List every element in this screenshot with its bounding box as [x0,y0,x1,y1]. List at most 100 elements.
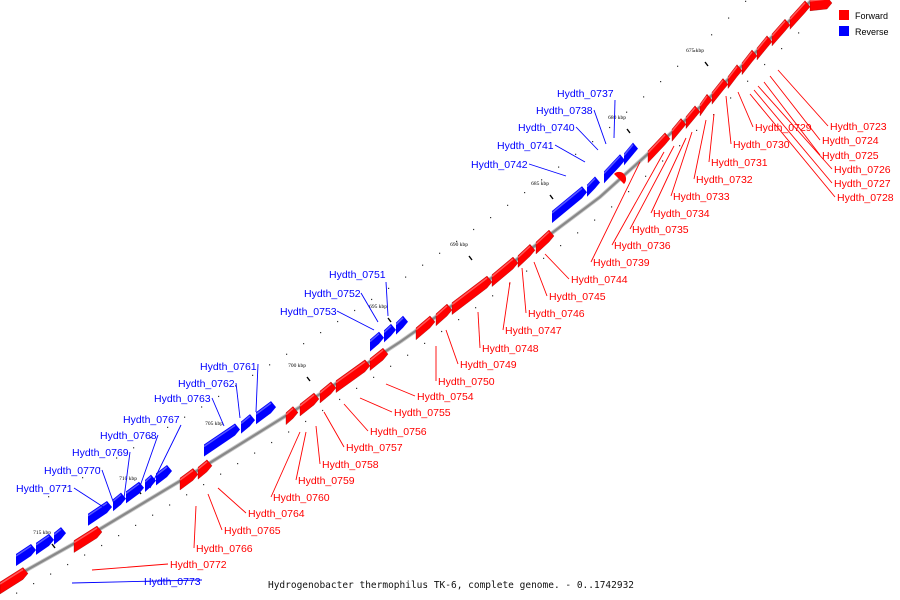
leader-line [73,487,109,511]
minor-tick [524,192,526,194]
leader-line [593,109,607,145]
forward-gene-shine [711,79,724,95]
gene-label: Hydth_0760 [273,492,330,504]
leader-line [137,434,159,493]
forward-gene [614,171,627,184]
minor-tick [577,232,579,234]
tick-label: 690 kbp [450,242,468,248]
minor-tick [526,270,528,272]
minor-tick [305,420,307,423]
forward-gene [319,381,337,404]
leader-line [101,469,115,505]
minor-tick [694,50,696,52]
gene-label: Hydth_0747 [505,325,562,337]
leader-line [149,424,182,489]
gene-label: Hydth_0730 [733,139,790,151]
forward-gene-shine [685,107,696,120]
minor-tick [152,514,154,516]
tick-mark [468,255,473,261]
forward-gene-shine [299,394,315,407]
gene-label: Hydth_0731 [711,157,768,169]
reverse-gene-shine [112,494,122,502]
reverse-gene [624,142,638,166]
forward-gene-shine [319,383,332,394]
leader-line [575,126,599,151]
minor-tick [388,287,390,289]
reverse-gene-shine [87,502,108,517]
tick-mark [704,61,709,67]
reverse-gene [36,533,54,555]
reverse-gene [587,176,600,197]
legend-forward-swatch [839,10,849,20]
leader-line [323,411,345,448]
minor-tick [696,129,698,131]
forward-gene-shine [809,0,825,2]
reverse-gene-shine [586,177,596,188]
forward-gene-shine [369,349,384,362]
forward-gene [451,275,493,315]
leader-line [336,310,375,331]
forward-gene [491,256,519,287]
forward-gene [809,0,833,12]
gene-label: Hydth_0734 [653,208,710,220]
forward-gene [0,567,29,595]
minor-tick [458,319,460,321]
leader-line [769,75,821,141]
minor-tick [456,240,458,242]
tick-label: 685 kbp [531,181,549,187]
gene-label: Hydth_0725 [822,150,879,162]
gene-label: Hydth_0771 [16,483,73,495]
leader-line [193,505,197,549]
leader-line [343,403,369,432]
leader-line [315,425,321,465]
gene-label: Hydth_0733 [673,191,730,203]
minor-tick [643,96,645,98]
reverse-gene [370,331,384,352]
gene-label: Hydth_0737 [557,88,614,100]
gene-label: Hydth_0735 [632,224,689,236]
minor-tick [611,206,613,208]
leader-line [554,144,586,163]
leader-line [477,311,481,349]
gene-label: Hydth_0723 [830,121,887,133]
leader-line [693,119,707,180]
tick-mark [306,376,311,382]
minor-tick [220,473,222,475]
minor-tick [507,204,509,206]
kbp-ticks: 675 kbp 680 kbp 685 kbp 690 kbp 695 kbp 700 k… [33,48,709,549]
reverse-gene-shine [240,415,251,425]
gene-label: Hydth_0751 [329,269,386,281]
minor-tick [575,153,577,155]
leader-line [763,81,821,156]
minor-tick [150,437,152,439]
minor-tick [48,496,50,498]
reverse-gene [88,501,112,526]
minor-tick [99,467,101,469]
gene-label: Hydth_0726 [834,164,891,176]
tick-label: 705 kbp [205,421,223,427]
forward-gene-shine [771,20,786,37]
minor-tick [252,374,254,376]
minor-tick [203,484,205,486]
gene-label: Hydth_0736 [614,240,671,252]
reverse-gene-shine [255,402,272,415]
forward-gene-shine [741,51,753,66]
forward-gene-shine [647,134,666,154]
reverse-gene-shine [144,476,152,483]
minor-tick [133,447,135,449]
forward-gene [435,303,453,327]
minor-tick [218,395,220,398]
minor-tick [560,245,562,247]
forward-gene-shine [0,568,24,585]
reverse-gene [256,401,276,425]
minor-tick [184,416,186,418]
gene-label: Hydth_0741 [497,140,554,152]
minor-tick [67,563,69,566]
tick-mark [549,194,554,200]
gene-label: Hydth_0753 [280,306,337,318]
gene-label: Hydth_0758 [322,459,379,471]
tick-mark [51,543,56,549]
minor-tick [320,332,322,334]
minor-tick [84,554,86,556]
gene-label: Hydth_0750 [438,376,495,388]
